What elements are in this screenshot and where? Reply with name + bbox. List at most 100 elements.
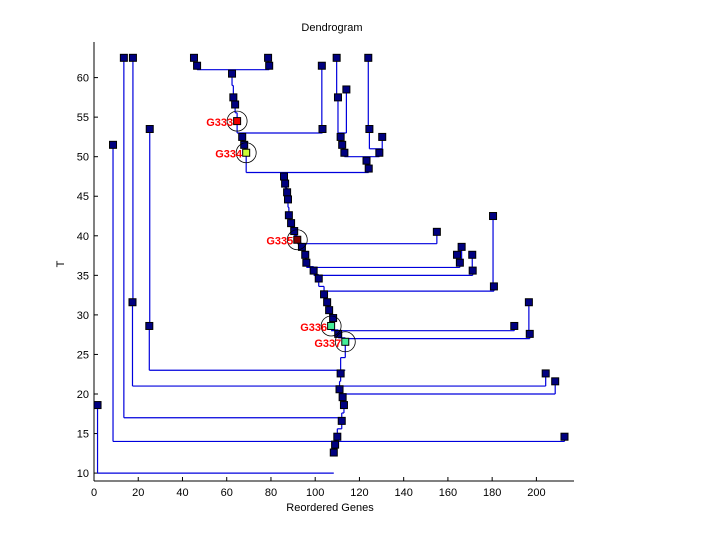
dendrogram-node: [342, 85, 351, 94]
annotations: G333 G334 G335 G336 G337: [206, 110, 356, 353]
dendrogram-node: [297, 242, 306, 251]
dendrogram-node: [314, 274, 323, 283]
highlighted-gene-marker: [327, 321, 336, 330]
y-tick-label: 45: [77, 191, 89, 203]
dendrogram-node: [375, 148, 384, 157]
dendrogram-node: [468, 266, 477, 275]
dendrogram-node: [333, 93, 342, 102]
axes: 0 20 40 60 80 100 120 140 160 180 200 10 15 20 25 30 35 4…: [77, 42, 574, 499]
dendrogram-node: [265, 61, 274, 70]
dendrogram-node: [364, 53, 373, 62]
x-tick-label: 20: [132, 487, 144, 499]
dendrogram-node: [281, 179, 290, 188]
dendrogram-node: [320, 290, 329, 299]
y-tick-label: 10: [77, 468, 89, 480]
dendrogram-node: [333, 432, 342, 441]
dendrogram-node: [231, 100, 240, 109]
dendrogram-node: [264, 53, 273, 62]
x-tick-label: 140: [394, 487, 412, 499]
dendrogram-node: [119, 53, 128, 62]
dendrogram-node: [287, 219, 296, 228]
dendrogram-node: [309, 266, 318, 275]
dendrogram-node: [560, 432, 569, 441]
dendrogram-node: [109, 140, 118, 149]
x-tick-label: 0: [91, 487, 97, 499]
dendrogram-node: [128, 298, 137, 307]
x-tick-label: 100: [306, 487, 324, 499]
highlight-circle: [334, 331, 356, 353]
y-tick-label: 35: [77, 270, 89, 282]
dendrogram-node: [301, 250, 310, 259]
dendrogram-node: [329, 448, 338, 457]
highlighted-gene-marker: [293, 235, 302, 244]
y-tick-label: 40: [77, 231, 89, 243]
highlighted-gene-marker: [341, 337, 350, 346]
dendrogram-node: [455, 258, 464, 267]
dendrogram-node: [283, 188, 292, 197]
y-tick-label: 25: [77, 349, 89, 361]
x-tick-label: 40: [176, 487, 188, 499]
dendrogram-node: [318, 125, 327, 134]
dendrogram-node: [364, 164, 373, 173]
dendrogram-node: [362, 156, 371, 165]
y-axis-label: T: [55, 260, 67, 267]
chart-title: Dendrogram: [301, 22, 362, 34]
dendrogram-node: [283, 195, 292, 204]
highlighted-gene-marker: [242, 148, 251, 157]
dendrogram-node: [432, 227, 441, 236]
dendrogram-node: [365, 125, 374, 134]
dendrogram-node: [510, 321, 519, 330]
dendrogram-node: [193, 61, 202, 70]
dendrogram-node: [317, 61, 326, 70]
x-tick-label: 180: [483, 487, 501, 499]
gene-annotation-label: G336: [300, 322, 327, 334]
y-tick-label: 55: [77, 112, 89, 124]
gene-annotation-label: G333: [206, 117, 233, 129]
dendrogram-node: [145, 321, 154, 330]
dendrogram-node: [323, 298, 332, 307]
dendrogram-node: [290, 227, 299, 236]
x-tick-label: 60: [221, 487, 233, 499]
dendrogram-node: [338, 140, 347, 149]
dendrogram-node: [325, 306, 334, 315]
x-tick-label: 160: [439, 487, 457, 499]
dendrogram-node: [489, 282, 498, 291]
x-axis-label: Reordered Genes: [286, 502, 374, 514]
dendrogram-node: [335, 385, 344, 394]
dendrogram-node: [452, 250, 461, 259]
dendrogram-node: [238, 132, 247, 141]
y-tick-label: 60: [77, 73, 89, 85]
y-tick-label: 15: [77, 429, 89, 441]
dendrogram-node: [551, 377, 560, 386]
dendrogram-node: [489, 212, 498, 221]
x-tick-label: 120: [350, 487, 368, 499]
dendrogram-links: [96, 57, 566, 474]
dendrogram-node: [378, 132, 387, 141]
dendrogram-nodes: [93, 53, 569, 457]
dendrogram-node: [338, 393, 347, 402]
dendrogram-node: [541, 369, 550, 378]
dendrogram-node: [280, 172, 289, 181]
dendrogram-node: [332, 53, 341, 62]
dendrogram-node: [228, 69, 237, 78]
dendrogram-node: [468, 250, 477, 259]
x-tick-label: 80: [265, 487, 277, 499]
highlight-circle: [286, 229, 308, 251]
dendrogram-node: [336, 369, 345, 378]
dendrogram-node: [334, 329, 343, 338]
dendrogram-node: [337, 416, 346, 425]
dendrogram-node: [525, 329, 534, 338]
y-tick-label: 50: [77, 152, 89, 164]
dendrogram-node: [339, 401, 348, 410]
dendrogram-node: [229, 93, 238, 102]
dendrogram-node: [336, 132, 345, 141]
dendrogram-node: [189, 53, 198, 62]
dendrogram-node: [145, 125, 154, 134]
x-tick-label: 200: [527, 487, 545, 499]
y-tick-label: 20: [77, 389, 89, 401]
gene-annotation-label: G334: [215, 149, 243, 161]
gene-annotation-label: G335: [266, 236, 293, 248]
dendrogram-node: [93, 401, 102, 410]
dendrogram-node: [331, 440, 340, 449]
